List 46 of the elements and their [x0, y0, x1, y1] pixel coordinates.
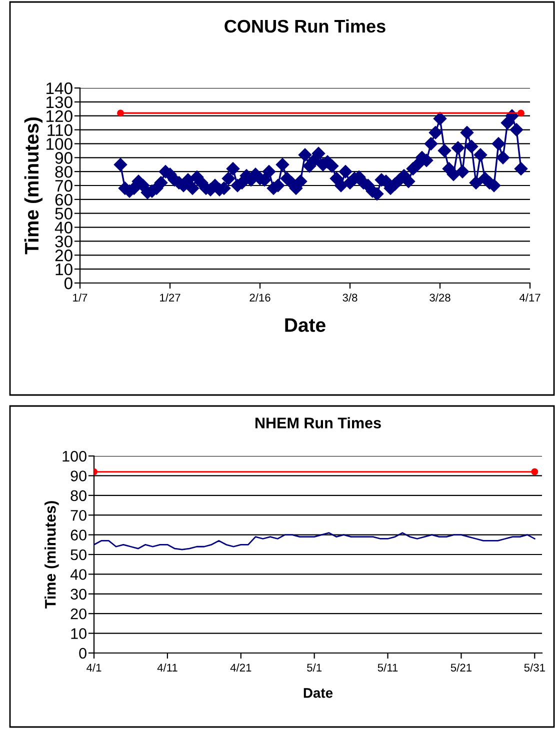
y-tick-label: 100 [62, 450, 86, 462]
x-tick-label: 3/28 [430, 293, 450, 302]
y-tick-label: 60 [70, 530, 86, 540]
y-tick-label: 30 [55, 236, 72, 248]
x-tick-label: 4/11 [157, 663, 178, 672]
x-tick-label: 2/16 [250, 293, 270, 302]
y-tick-label: 50 [70, 549, 86, 560]
y-tick-label: 90 [55, 152, 72, 164]
x-tick-label: 5/11 [378, 663, 398, 672]
x-tick-label: 3/8 [342, 293, 358, 302]
y-tick-label: 60 [55, 194, 72, 206]
y-tick-label: 80 [55, 166, 72, 178]
x-axis-title: Date [285, 318, 326, 332]
x-tick-label: 5/1 [307, 663, 322, 672]
y-tick-label: 90 [70, 470, 86, 482]
chart-title: CONUS Run Times [224, 19, 386, 33]
x-tick-label: 5/21 [450, 663, 472, 672]
x-tick-label: 1/27 [160, 293, 180, 302]
y-tick-label: 10 [56, 263, 72, 276]
y-tick-label: 120 [46, 110, 72, 122]
y-axis-title: Time (minutes) [44, 501, 59, 609]
y-tick-label: 50 [55, 208, 72, 220]
y-axis-title: Time (minutes) [24, 117, 42, 254]
y-tick-label: 40 [54, 222, 72, 234]
y-tick-label: 110 [48, 124, 72, 136]
y-tick-label: 10 [71, 628, 86, 639]
chart-title: NHEM Run Times [255, 417, 381, 428]
y-tick-label: 20 [70, 608, 86, 620]
y-tick-label: 70 [55, 180, 72, 192]
x-tick-label: 1/7 [73, 293, 88, 302]
y-tick-label: 40 [70, 569, 86, 580]
y-tick-label: 80 [70, 490, 86, 502]
y-tick-label: 130 [46, 96, 72, 108]
y-tick-label: 0 [64, 277, 72, 290]
x-axis-title: Date [304, 688, 333, 698]
y-tick-label: 30 [70, 588, 86, 600]
x-tick-label: 4/17 [519, 293, 540, 302]
x-tick-label: 4/21 [230, 663, 252, 672]
x-tick-label: 4/1 [86, 663, 102, 672]
x-tick-label: 5/31 [524, 663, 545, 672]
y-tick-label: 20 [55, 250, 72, 262]
y-tick-label: 70 [70, 510, 86, 521]
y-tick-label: 140 [46, 82, 72, 94]
line-series [94, 532, 536, 550]
y-tick-label: 100 [46, 138, 72, 150]
y-tick-label: 0 [79, 648, 86, 659]
